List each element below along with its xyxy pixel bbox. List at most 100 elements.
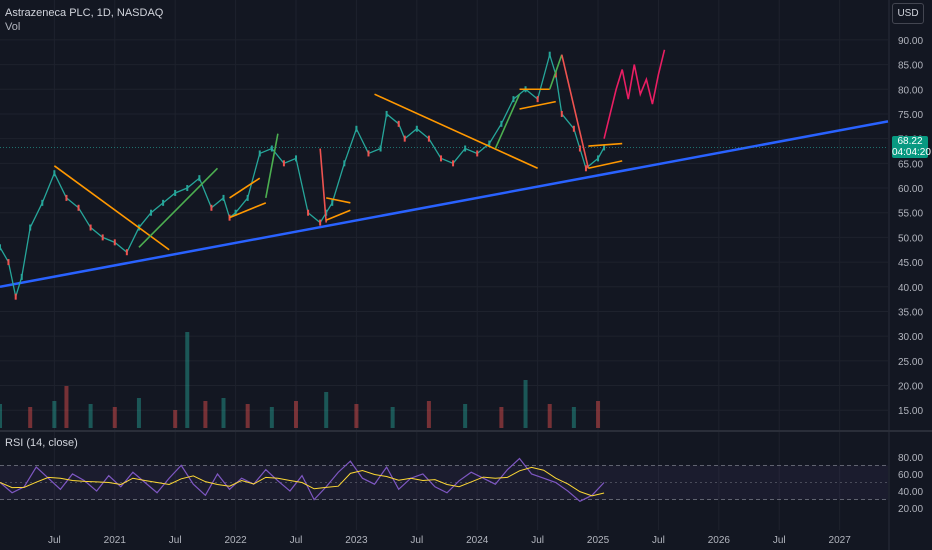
rally-arrow-4 xyxy=(548,54,563,90)
price-candle xyxy=(597,155,600,162)
drop-arrow-1 xyxy=(319,148,328,223)
time-tick-label: Jul xyxy=(652,535,665,546)
time-tick-label: 2024 xyxy=(466,535,489,546)
price-candle xyxy=(282,160,285,167)
time-tick-label: 2025 xyxy=(587,535,610,546)
price-candle xyxy=(20,273,23,280)
price-candle xyxy=(125,249,128,256)
price-candle xyxy=(325,209,328,216)
price-line xyxy=(0,52,605,297)
time-tick-label: Jul xyxy=(48,535,61,546)
price-candle xyxy=(186,185,189,192)
price-candle xyxy=(331,199,334,206)
price-candle xyxy=(500,120,503,127)
price-candle xyxy=(578,145,581,152)
volume-bar xyxy=(547,404,552,428)
price-candle xyxy=(548,51,551,58)
price-candle xyxy=(355,125,358,132)
time-tick-label: 2022 xyxy=(224,535,247,546)
time-tick-label: Jul xyxy=(410,535,423,546)
price-candle xyxy=(14,293,17,300)
descending-resistance-2 xyxy=(374,93,538,170)
time-tick-label: Jul xyxy=(290,535,303,546)
time-tick-label: 2023 xyxy=(345,535,368,546)
price-candle xyxy=(319,219,322,226)
price-tick-label: 50.00 xyxy=(898,233,923,244)
price-tick-label: 60.00 xyxy=(898,184,923,195)
volume-bar xyxy=(52,401,57,428)
time-tick-label: Jul xyxy=(773,535,786,546)
rsi-ma-line xyxy=(0,466,605,497)
wedge-upper-2 xyxy=(326,197,351,204)
axes: 15.00 20.00 25.00 30.00 35.00 40.00 45.00 50.00… xyxy=(48,36,923,546)
price-tick-label: 20.00 xyxy=(898,382,923,393)
price-candle xyxy=(113,239,116,246)
price-tick-label: 40.00 xyxy=(898,283,923,294)
volume-bar xyxy=(324,392,329,428)
volume-bar xyxy=(523,380,528,428)
price-candle xyxy=(603,144,606,151)
volume-bar xyxy=(390,407,395,428)
rally-arrow-2 xyxy=(265,133,279,199)
countdown-value: 04:04:20 xyxy=(892,147,931,158)
price-candle xyxy=(162,199,165,206)
price-candle xyxy=(246,194,249,201)
rally-arrow-3 xyxy=(494,93,521,149)
volume-bar xyxy=(245,404,250,428)
price-tick-label: 55.00 xyxy=(898,209,923,220)
rsi-tick-label: 60.00 xyxy=(898,470,923,481)
price-candle xyxy=(560,110,563,117)
volume-bar xyxy=(88,404,93,428)
price-candle xyxy=(584,165,587,172)
volume-bars xyxy=(0,332,601,428)
trendline xyxy=(0,120,889,289)
wedge-lower-2 xyxy=(325,209,351,221)
price-candle xyxy=(222,194,225,201)
volume-bar xyxy=(463,404,468,428)
projection-line xyxy=(603,49,666,139)
volume-bar xyxy=(221,398,226,428)
price-candle xyxy=(29,224,32,231)
volume-bar xyxy=(185,332,190,428)
price-candle xyxy=(385,110,388,117)
price-candle xyxy=(77,204,80,211)
price-candle xyxy=(536,96,539,103)
time-tick-label: 2021 xyxy=(104,535,127,546)
price-candle xyxy=(174,189,177,196)
price-tick-label: 85.00 xyxy=(898,61,923,72)
price-candle xyxy=(464,145,467,152)
rsi-tick-label: 80.00 xyxy=(898,453,923,464)
price-tick-label: 15.00 xyxy=(898,406,923,417)
price-candle xyxy=(572,125,575,132)
price-candle xyxy=(439,155,442,162)
price-candle xyxy=(89,224,92,231)
price-candle xyxy=(476,150,479,157)
price-candle xyxy=(41,199,44,206)
rsi-pane xyxy=(0,457,888,503)
price-candle xyxy=(427,135,430,142)
price-candle xyxy=(65,194,68,201)
price-candle xyxy=(452,160,455,167)
volume-label: Vol xyxy=(5,21,21,33)
projection-series xyxy=(603,49,666,139)
price-tick-label: 35.00 xyxy=(898,307,923,318)
price-candle xyxy=(512,96,515,103)
wedge-upper-4 xyxy=(588,142,623,147)
wedge-upper-1 xyxy=(229,177,261,199)
currency-button[interactable]: USD xyxy=(892,3,924,24)
price-tick-label: 30.00 xyxy=(898,332,923,343)
price-candle xyxy=(397,120,400,127)
volume-bar xyxy=(426,401,431,428)
price-tick-label: 45.00 xyxy=(898,258,923,269)
price-candle xyxy=(403,135,406,142)
last-price-tag: 68.22 04:04:20 xyxy=(892,136,931,158)
time-tick-label: Jul xyxy=(169,535,182,546)
volume-bar xyxy=(294,401,298,428)
rsi-label: RSI (14, close) xyxy=(5,437,78,449)
annotations xyxy=(53,54,623,251)
price-candle xyxy=(198,175,201,182)
last-price-value: 68.22 xyxy=(897,136,923,147)
volume-bar xyxy=(354,404,359,428)
price-tick-label: 90.00 xyxy=(898,36,923,47)
